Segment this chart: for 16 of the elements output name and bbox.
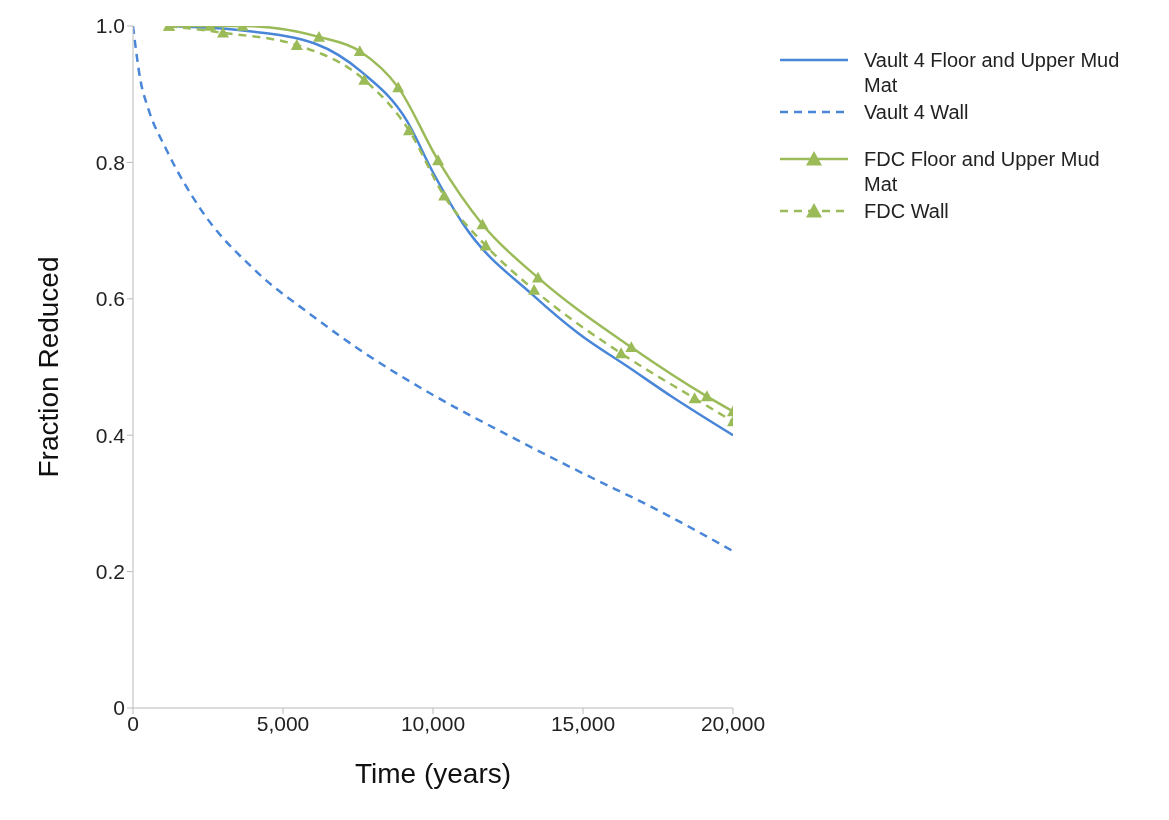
legend-label: Vault 4 Floor and Upper Mud Mat (864, 48, 1121, 98)
y-tick-label: 0.2 (95, 560, 125, 584)
y-tick-label: 1.0 (95, 14, 125, 38)
y-tick-label: 0.4 (95, 423, 126, 447)
y-axis-title: Fraction Reduced (32, 256, 64, 478)
legend-label: Vault 4 Wall (864, 100, 970, 125)
x-tick-label: 5,000 (256, 711, 310, 735)
legend-label: FDC Wall (864, 199, 950, 224)
x-tick-label: 15,000 (550, 711, 616, 735)
y-tick-label: 0 (113, 696, 125, 720)
legend-label: FDC Floor and Upper Mud Mat (864, 147, 1101, 197)
y-tick-label: 0.6 (95, 287, 125, 311)
y-tick-label: 0.8 (95, 150, 125, 174)
x-tick-label: 20,000 (700, 711, 766, 735)
x-axis-title: Time (years) (354, 758, 512, 789)
x-tick-label: 10,000 (400, 711, 466, 735)
